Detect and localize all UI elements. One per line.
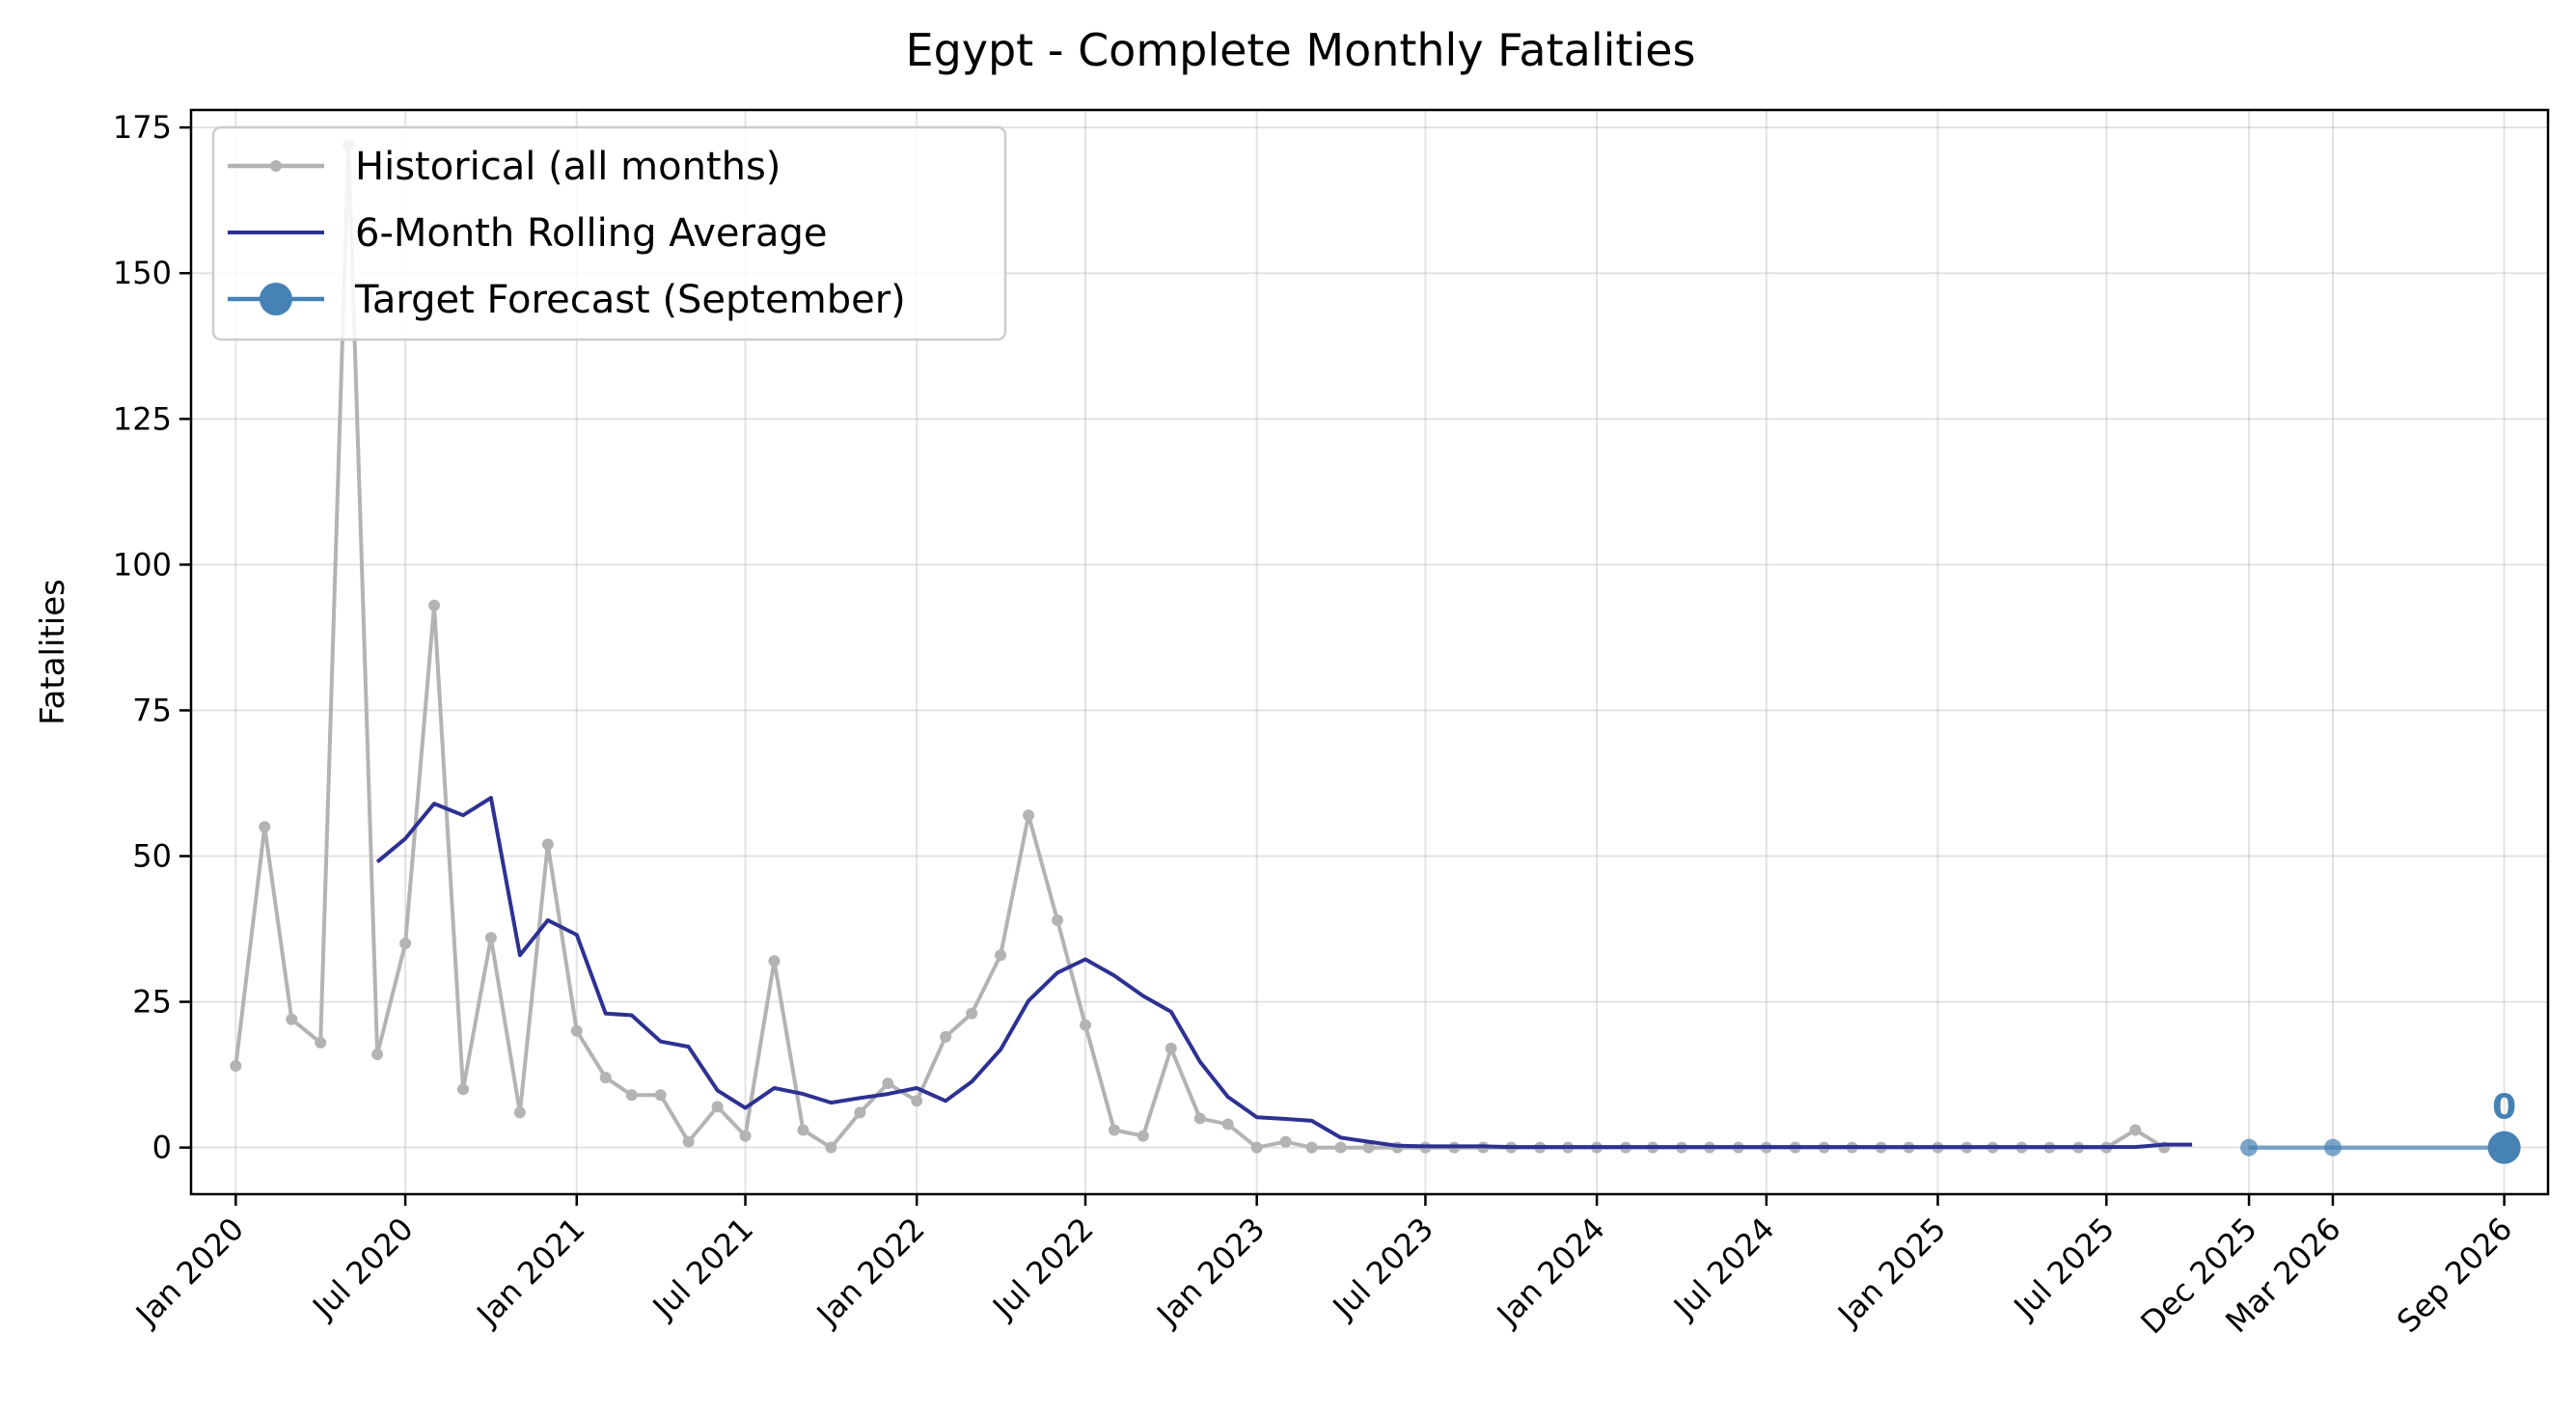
data-point: [1052, 913, 1064, 926]
x-tick-label: Jul 2020: [304, 1211, 420, 1326]
data-point: [1334, 1141, 1347, 1154]
x-tick-label: Jul 2024: [1665, 1211, 1781, 1326]
plot-frame: [189, 108, 2550, 1196]
x-tick-label: Jan 2020: [127, 1211, 251, 1334]
x-tick-label: Jan 2025: [1829, 1211, 1953, 1334]
x-tick-label: Jan 2021: [468, 1211, 591, 1334]
data-point: [428, 599, 441, 612]
legend-label: Historical (all months): [355, 145, 781, 189]
data-point: [1362, 1141, 1375, 1154]
x-axis: Jan 2020 Jul 2020 Jan 2021 Jul 2021 Jan 2022…: [127, 1194, 2519, 1341]
legend: Historical (all months) 6-Month Rolling A…: [211, 125, 1007, 341]
data-point: [399, 938, 412, 950]
data-point: [513, 1106, 526, 1119]
x-tick-label: Jan 2022: [808, 1211, 932, 1334]
data-point: [711, 1101, 724, 1113]
y-axis: 0 25 50 75 100 125 150 175: [113, 109, 191, 1166]
forecast-point: [2240, 1138, 2259, 1157]
data-point: [1137, 1130, 1149, 1142]
data-point: [1250, 1141, 1263, 1154]
data-point: [230, 1060, 242, 1073]
y-tick-label: 125: [113, 400, 172, 437]
data-point: [854, 1106, 866, 1119]
data-point: [599, 1072, 612, 1084]
annotations: 0: [2492, 1088, 2516, 1128]
data-point: [966, 1007, 978, 1020]
forecast-value-label: 0: [2492, 1088, 2516, 1128]
y-tick-label: 25: [132, 984, 172, 1021]
data-point: [654, 1089, 667, 1102]
legend-label: Target Forecast (September): [354, 278, 906, 322]
x-tick-label: Jan 2024: [1489, 1211, 1612, 1334]
data-point: [625, 1089, 638, 1102]
data-point: [995, 949, 1007, 962]
y-tick-label: 75: [132, 692, 172, 728]
data-point: [484, 932, 497, 944]
data-point: [825, 1141, 837, 1154]
data-point: [1023, 809, 1035, 822]
series-layer: [230, 139, 2521, 1164]
data-point: [1079, 1019, 1091, 1031]
x-tick-label: Sep 2026: [2390, 1211, 2519, 1340]
data-point: [2129, 1124, 2142, 1136]
data-point: [739, 1130, 752, 1142]
legend-label: 6-Month Rolling Average: [355, 211, 828, 256]
x-tick-label: Jan 2023: [1148, 1211, 1272, 1334]
data-point: [940, 1030, 952, 1043]
legend-box: [211, 125, 1007, 341]
x-tick-label: Jul 2025: [2006, 1211, 2122, 1326]
y-tick-label: 150: [113, 255, 172, 291]
data-point: [371, 1048, 384, 1060]
data-point: [1165, 1042, 1177, 1054]
data-point: [286, 1013, 298, 1025]
forecast-point: [2323, 1138, 2342, 1157]
data-point: [768, 955, 781, 967]
data-point: [1305, 1141, 1318, 1154]
data-point: [1193, 1112, 1206, 1125]
y-tick-label: 175: [113, 109, 172, 146]
series-line-2: [375, 796, 2193, 1150]
data-point: [1279, 1135, 1292, 1148]
data-point: [1108, 1124, 1120, 1136]
data-point: [797, 1124, 809, 1136]
legend-swatch-marker: [270, 160, 282, 172]
chart-title: Egypt - Complete Monthly Fatalities: [906, 24, 1696, 76]
data-point: [259, 821, 271, 833]
data-point: [541, 838, 554, 851]
data-point: [570, 1024, 583, 1037]
x-tick-label: Jul 2021: [644, 1211, 760, 1326]
y-tick-label: 100: [113, 546, 172, 583]
x-tick-label: Jul 2023: [1325, 1211, 1440, 1326]
x-tick-label: Jul 2022: [984, 1211, 1100, 1326]
data-point: [682, 1135, 695, 1148]
y-tick-label: 50: [132, 838, 172, 875]
data-point: [1221, 1118, 1234, 1131]
data-point: [911, 1095, 923, 1107]
data-point: [882, 1077, 894, 1090]
legend-swatch-marker: [260, 283, 292, 315]
data-point: [456, 1083, 469, 1096]
data-point: [315, 1036, 327, 1049]
y-tick-label: 0: [152, 1130, 172, 1166]
forecast-point: [2487, 1131, 2521, 1164]
y-axis-label: Fatalities: [34, 579, 72, 725]
